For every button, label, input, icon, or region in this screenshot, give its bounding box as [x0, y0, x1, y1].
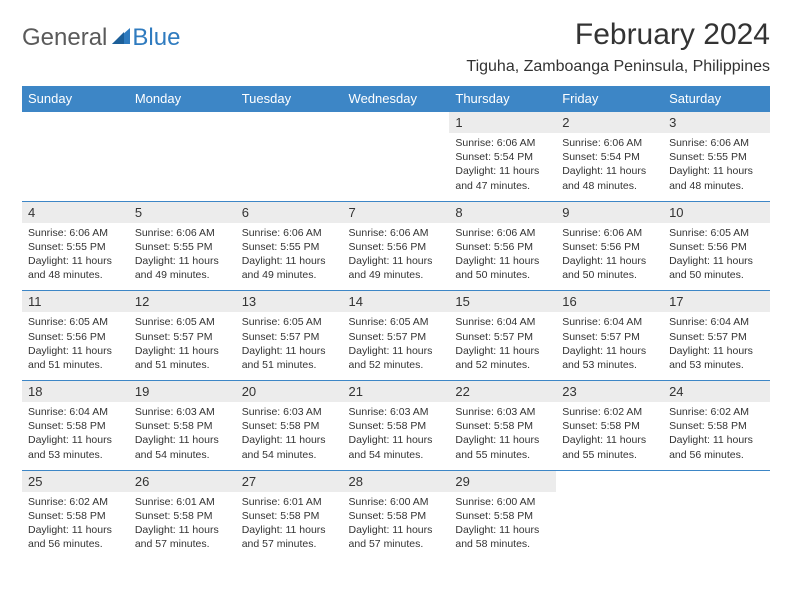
day-detail-cell: Sunrise: 6:04 AMSunset: 5:57 PMDaylight:… [556, 312, 663, 380]
day-number-row: 123 [22, 112, 770, 134]
day-number-cell: 26 [129, 470, 236, 492]
day-detail-cell: Sunrise: 6:04 AMSunset: 5:57 PMDaylight:… [663, 312, 770, 380]
day-detail-cell: Sunrise: 6:06 AMSunset: 5:54 PMDaylight:… [556, 133, 663, 201]
logo-text-blue: Blue [132, 24, 180, 52]
day-detail-cell: Sunrise: 6:03 AMSunset: 5:58 PMDaylight:… [129, 402, 236, 470]
day-number-cell: 20 [236, 381, 343, 403]
day-number-cell [343, 112, 450, 134]
day-detail-cell: Sunrise: 6:05 AMSunset: 5:56 PMDaylight:… [22, 312, 129, 380]
day-detail-cell: Sunrise: 6:06 AMSunset: 5:56 PMDaylight:… [556, 223, 663, 291]
weekday-header: Tuesday [236, 86, 343, 112]
day-detail-cell [663, 492, 770, 560]
day-detail-row: Sunrise: 6:02 AMSunset: 5:58 PMDaylight:… [22, 492, 770, 560]
day-number-cell: 29 [449, 470, 556, 492]
day-detail-cell: Sunrise: 6:05 AMSunset: 5:57 PMDaylight:… [343, 312, 450, 380]
day-number-cell: 1 [449, 112, 556, 134]
day-number-row: 18192021222324 [22, 381, 770, 403]
calendar-table: SundayMondayTuesdayWednesdayThursdayFrid… [22, 86, 770, 559]
day-number-cell: 21 [343, 381, 450, 403]
weekday-header: Thursday [449, 86, 556, 112]
weekday-header: Saturday [663, 86, 770, 112]
weekday-header: Sunday [22, 86, 129, 112]
day-number-cell: 6 [236, 201, 343, 223]
day-number-cell: 28 [343, 470, 450, 492]
day-detail-cell: Sunrise: 6:03 AMSunset: 5:58 PMDaylight:… [449, 402, 556, 470]
logo-text-general: General [22, 24, 107, 52]
day-detail-cell: Sunrise: 6:05 AMSunset: 5:57 PMDaylight:… [129, 312, 236, 380]
day-number-cell: 24 [663, 381, 770, 403]
day-number-cell [22, 112, 129, 134]
day-number-cell: 2 [556, 112, 663, 134]
weekday-header: Monday [129, 86, 236, 112]
day-detail-cell: Sunrise: 6:00 AMSunset: 5:58 PMDaylight:… [449, 492, 556, 560]
day-number-cell: 15 [449, 291, 556, 313]
location: Tiguha, Zamboanga Peninsula, Philippines [466, 58, 770, 76]
day-number-cell: 22 [449, 381, 556, 403]
day-number-cell: 7 [343, 201, 450, 223]
day-detail-row: Sunrise: 6:06 AMSunset: 5:55 PMDaylight:… [22, 223, 770, 291]
weekday-header: Wednesday [343, 86, 450, 112]
day-number-row: 11121314151617 [22, 291, 770, 313]
day-detail-cell: Sunrise: 6:06 AMSunset: 5:54 PMDaylight:… [449, 133, 556, 201]
day-detail-cell: Sunrise: 6:03 AMSunset: 5:58 PMDaylight:… [343, 402, 450, 470]
weekday-header-row: SundayMondayTuesdayWednesdayThursdayFrid… [22, 86, 770, 112]
day-detail-cell: Sunrise: 6:02 AMSunset: 5:58 PMDaylight:… [556, 402, 663, 470]
day-detail-cell [343, 133, 450, 201]
day-number-cell: 8 [449, 201, 556, 223]
day-number-cell: 3 [663, 112, 770, 134]
day-detail-row: Sunrise: 6:04 AMSunset: 5:58 PMDaylight:… [22, 402, 770, 470]
day-detail-cell [129, 133, 236, 201]
day-detail-cell: Sunrise: 6:06 AMSunset: 5:55 PMDaylight:… [129, 223, 236, 291]
day-detail-cell: Sunrise: 6:06 AMSunset: 5:55 PMDaylight:… [236, 223, 343, 291]
day-number-cell [129, 112, 236, 134]
day-detail-cell: Sunrise: 6:06 AMSunset: 5:55 PMDaylight:… [663, 133, 770, 201]
day-detail-cell: Sunrise: 6:06 AMSunset: 5:56 PMDaylight:… [343, 223, 450, 291]
day-number-cell: 23 [556, 381, 663, 403]
day-number-cell [556, 470, 663, 492]
day-detail-cell: Sunrise: 6:04 AMSunset: 5:58 PMDaylight:… [22, 402, 129, 470]
day-detail-cell: Sunrise: 6:03 AMSunset: 5:58 PMDaylight:… [236, 402, 343, 470]
day-number-cell: 14 [343, 291, 450, 313]
day-detail-cell: Sunrise: 6:04 AMSunset: 5:57 PMDaylight:… [449, 312, 556, 380]
day-number-cell: 10 [663, 201, 770, 223]
day-detail-cell: Sunrise: 6:02 AMSunset: 5:58 PMDaylight:… [22, 492, 129, 560]
day-detail-cell: Sunrise: 6:06 AMSunset: 5:56 PMDaylight:… [449, 223, 556, 291]
month-title: February 2024 [466, 18, 770, 52]
day-detail-row: Sunrise: 6:06 AMSunset: 5:54 PMDaylight:… [22, 133, 770, 201]
weekday-header: Friday [556, 86, 663, 112]
day-number-cell: 12 [129, 291, 236, 313]
day-number-cell [663, 470, 770, 492]
day-number-cell: 4 [22, 201, 129, 223]
day-detail-cell: Sunrise: 6:02 AMSunset: 5:58 PMDaylight:… [663, 402, 770, 470]
logo-sail-icon [110, 26, 132, 51]
day-detail-cell: Sunrise: 6:06 AMSunset: 5:55 PMDaylight:… [22, 223, 129, 291]
day-detail-cell: Sunrise: 6:01 AMSunset: 5:58 PMDaylight:… [236, 492, 343, 560]
day-number-cell: 16 [556, 291, 663, 313]
day-number-cell: 9 [556, 201, 663, 223]
day-detail-cell [236, 133, 343, 201]
day-number-cell [236, 112, 343, 134]
day-detail-cell: Sunrise: 6:00 AMSunset: 5:58 PMDaylight:… [343, 492, 450, 560]
day-number-cell: 19 [129, 381, 236, 403]
title-block: February 2024 Tiguha, Zamboanga Peninsul… [466, 18, 770, 76]
day-detail-cell [556, 492, 663, 560]
day-number-cell: 13 [236, 291, 343, 313]
day-detail-row: Sunrise: 6:05 AMSunset: 5:56 PMDaylight:… [22, 312, 770, 380]
day-number-cell: 25 [22, 470, 129, 492]
day-detail-cell: Sunrise: 6:05 AMSunset: 5:56 PMDaylight:… [663, 223, 770, 291]
day-number-row: 45678910 [22, 201, 770, 223]
day-detail-cell: Sunrise: 6:01 AMSunset: 5:58 PMDaylight:… [129, 492, 236, 560]
logo: General Blue [22, 24, 180, 52]
header: General Blue February 2024 Tiguha, Zambo… [22, 18, 770, 76]
day-number-cell: 17 [663, 291, 770, 313]
day-number-cell: 11 [22, 291, 129, 313]
day-number-cell: 18 [22, 381, 129, 403]
day-number-row: 2526272829 [22, 470, 770, 492]
day-number-cell: 5 [129, 201, 236, 223]
day-detail-cell [22, 133, 129, 201]
day-detail-cell: Sunrise: 6:05 AMSunset: 5:57 PMDaylight:… [236, 312, 343, 380]
day-number-cell: 27 [236, 470, 343, 492]
